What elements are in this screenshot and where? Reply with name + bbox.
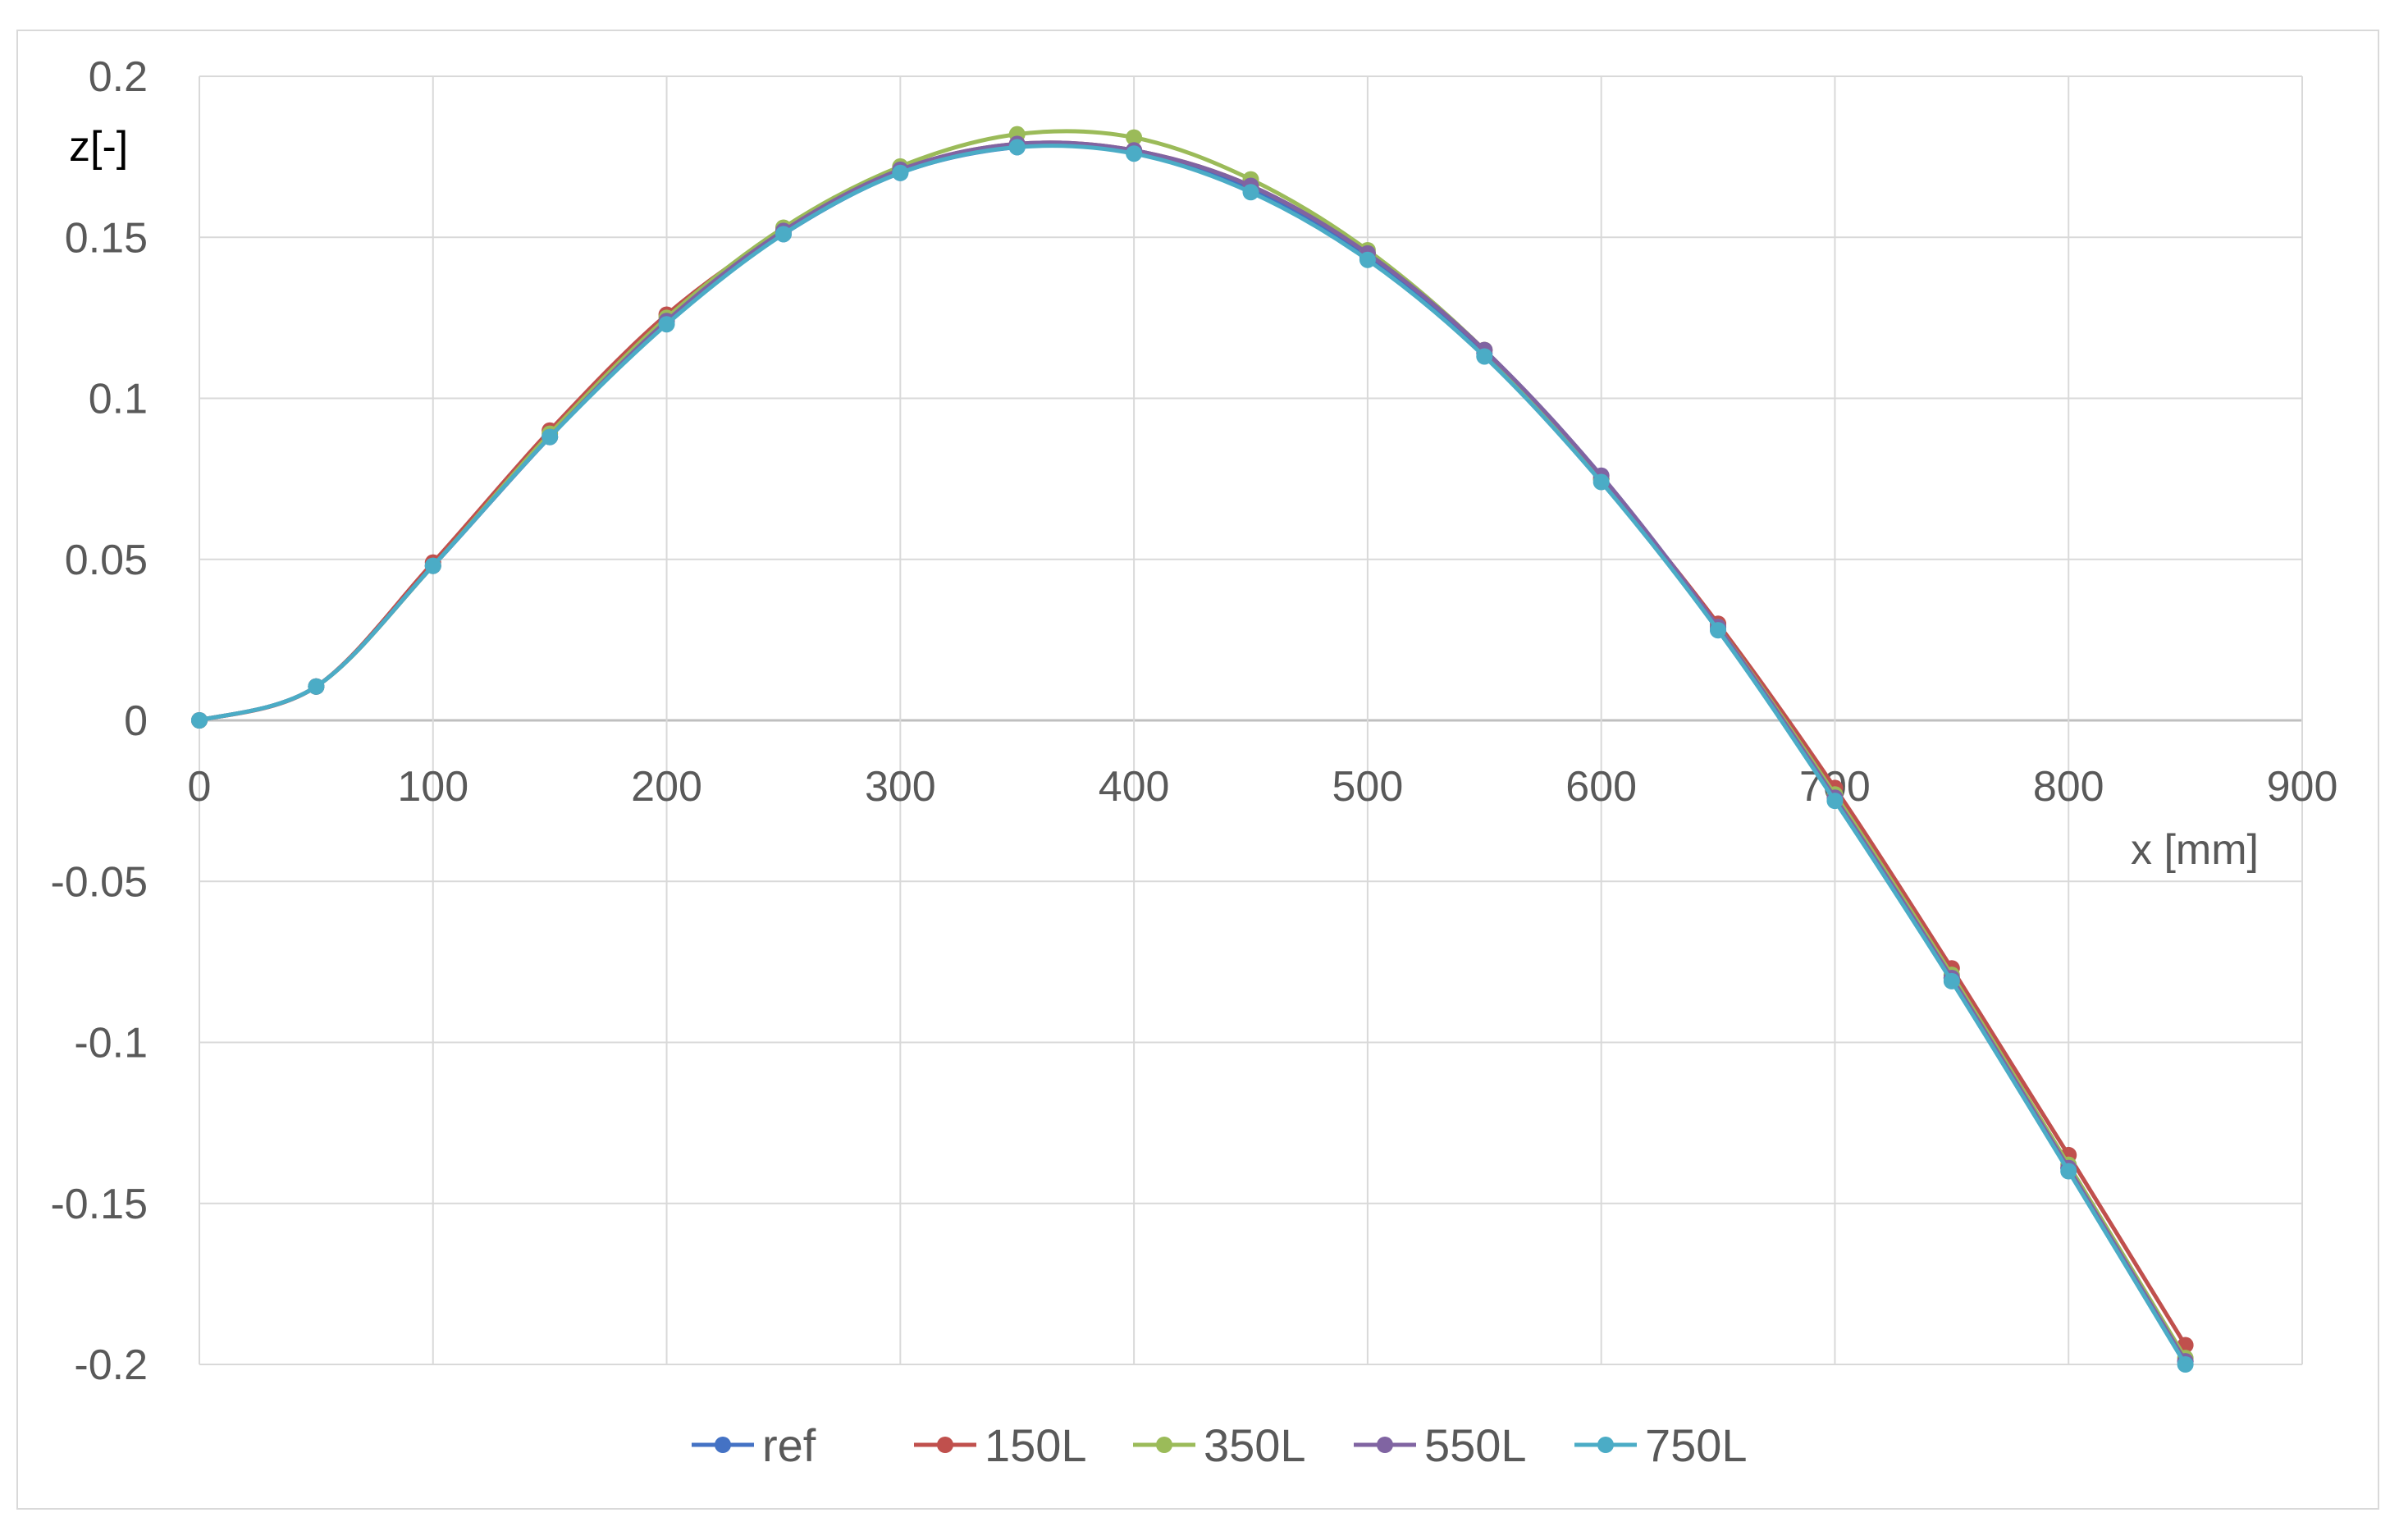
y-tick-label: 0.05 — [65, 537, 148, 584]
series-line-750L — [199, 144, 2187, 1366]
y-axis-ticks: 0.2 0.15 0.1 0.05 0 -0.05 -0.1 -0.15 -0.2 — [50, 53, 148, 1389]
legend-swatch-marker — [1597, 1437, 1614, 1453]
series-layer — [191, 126, 2194, 1373]
data-point-750L — [1943, 972, 1960, 989]
series-line-350L — [199, 129, 2187, 1359]
y-tick-label: 0.2 — [89, 53, 148, 101]
chart-frame — [16, 30, 2379, 1510]
legend-swatch-marker — [1377, 1437, 1393, 1453]
data-point-750L — [1592, 473, 1610, 491]
data-point-750L — [1242, 184, 1259, 201]
data-point-350L — [1126, 129, 1143, 146]
series-550L — [191, 135, 2194, 1370]
data-point-750L — [541, 428, 559, 446]
data-point-750L — [2060, 1163, 2077, 1180]
series-150L — [191, 135, 2194, 1354]
data-point-750L — [1476, 348, 1493, 365]
series-350L — [191, 126, 2194, 1367]
y-tick-label: -0.05 — [50, 858, 148, 906]
legend-label: 350L — [1204, 1419, 1306, 1471]
x-tick-label: 800 — [2033, 763, 2104, 811]
data-point-750L — [1126, 145, 1143, 162]
legend-label: 750L — [1645, 1419, 1748, 1471]
x-tick-label: 900 — [2267, 763, 2338, 811]
legend-swatch-marker — [1156, 1437, 1172, 1453]
x-tick-label: 300 — [865, 763, 936, 811]
y-axis-title: z[-] — [69, 123, 128, 171]
series-line-ref — [199, 142, 2187, 1363]
data-point-750L — [1008, 139, 1026, 156]
data-point-750L — [892, 164, 909, 181]
gridlines — [199, 75, 2303, 1365]
data-point-750L — [191, 712, 208, 729]
data-point-750L — [424, 557, 441, 574]
x-axis-title: x [mm] — [2131, 826, 2259, 874]
y-tick-label: -0.2 — [74, 1341, 148, 1389]
legend-item-150L: 150L — [914, 1419, 1087, 1471]
y-tick-label: -0.15 — [50, 1181, 148, 1228]
series-750L — [191, 139, 2194, 1373]
y-tick-label: 0.15 — [65, 214, 148, 262]
legend-item-750L: 750L — [1574, 1419, 1748, 1471]
x-tick-label: 100 — [397, 763, 468, 811]
data-point-750L — [308, 678, 325, 695]
data-point-750L — [1826, 793, 1844, 810]
x-tick-label: 200 — [631, 763, 702, 811]
legend-label: ref — [762, 1419, 816, 1471]
legend-item-350L: 350L — [1133, 1419, 1306, 1471]
x-tick-label: 500 — [1332, 763, 1404, 811]
series-line-550L — [199, 140, 2187, 1363]
x-tick-label: 600 — [1565, 763, 1637, 811]
y-tick-label: -0.1 — [74, 1020, 148, 1067]
x-axis-ticks: 0100200300400500600700800900 — [188, 763, 2338, 811]
legend-item-550L: 550L — [1354, 1419, 1527, 1471]
legend-swatch-marker — [715, 1437, 731, 1453]
legend-label: 550L — [1424, 1419, 1527, 1471]
series-line-150L — [199, 140, 2187, 1346]
legend-label: 150L — [985, 1419, 1087, 1471]
series-ref — [191, 139, 2194, 1370]
data-point-750L — [2177, 1356, 2194, 1373]
y-tick-label: 0.1 — [89, 376, 148, 423]
data-point-750L — [658, 316, 675, 333]
legend: ref 150L 350L 550L 750L — [692, 1419, 1748, 1471]
y-tick-label: 0 — [124, 697, 148, 745]
data-point-750L — [1710, 622, 1727, 639]
x-tick-label: 0 — [188, 763, 212, 811]
data-point-750L — [1359, 251, 1376, 268]
x-tick-label: 400 — [1099, 763, 1170, 811]
data-point-750L — [775, 226, 792, 243]
legend-item-ref: ref — [692, 1419, 816, 1471]
legend-swatch-marker — [937, 1437, 953, 1453]
